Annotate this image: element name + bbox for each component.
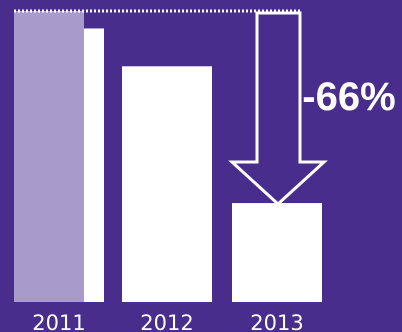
decrease-arrow: [228, 11, 328, 207]
x-tick-label-2011: 2011: [32, 311, 85, 332]
x-tick-labels: 2011 2012 2013: [32, 311, 303, 332]
change-percent-label: -66%: [302, 75, 395, 119]
bar-2011: [84, 28, 104, 303]
bar-2011-highlight: [14, 11, 84, 302]
bar-2012: [122, 66, 212, 302]
x-tick-label-2012: 2012: [140, 311, 193, 332]
bar-2013: [232, 203, 322, 302]
x-tick-label-2013: 2013: [250, 311, 303, 332]
bars-group: [14, 11, 322, 303]
